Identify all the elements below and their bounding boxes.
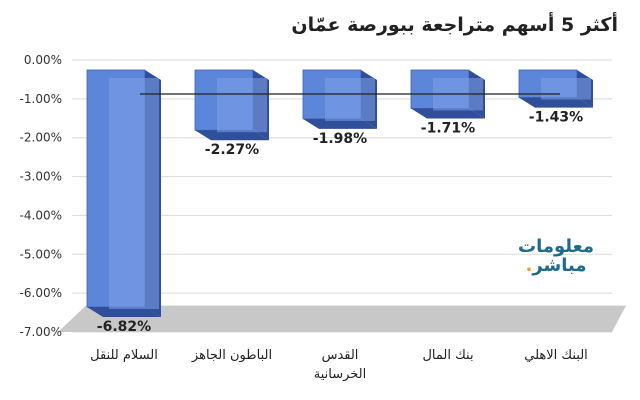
x-tick-label: القدس [322,348,359,363]
watermark-logo: معلومات مباشر. [506,236,606,276]
watermark-line2: مباشر. [506,254,606,276]
floor-plane [58,305,626,332]
bar-bottom-face [195,130,269,141]
bar-bottom-face [519,97,593,108]
x-tick-label: بنك المال [422,348,473,363]
data-label: -1.71% [421,120,475,136]
data-label: -1.98% [313,131,367,147]
bar [194,69,269,141]
bar-highlight [217,78,267,133]
bar [86,69,161,318]
bar-bottom-face [411,108,485,119]
bar-highlight [325,78,375,121]
x-axis: السلام للنقل الباطون الجاهز القدس الخرسانية… [90,348,588,382]
chart-title: أكثر 5 أسهم متراجعة ببورصة عمّان [291,14,618,36]
bar-bottom-face [87,307,161,318]
x-tick-label: السلام للنقل [90,348,158,363]
bar-highlight [109,78,159,310]
data-label: -6.82% [97,319,151,335]
data-label: -1.43% [529,110,583,126]
watermark-line2-text: مباشر [532,254,587,276]
bar-highlight [541,78,591,100]
x-tick-label: الخرسانية [314,367,367,382]
bar [518,69,593,108]
y-tick-label: -4.00% [20,208,62,222]
watermark-line1: معلومات [518,236,594,257]
x-tick-label: الباطون الجاهز [191,348,272,363]
chart-floor [58,305,626,332]
bar [302,69,377,129]
grid-lines [72,59,612,333]
y-tick-label: -5.00% [20,247,62,261]
y-tick-label: -7.00% [20,325,62,339]
x-tick-label: البنك الاهلي [524,348,588,363]
y-tick-label: -1.00% [20,92,62,106]
bar-bottom-face [303,118,377,129]
bars [86,69,593,318]
data-labels: -6.82% -2.27% -1.98% -1.71% -1.43% [97,110,583,335]
y-tick-label: 0.00% [24,53,62,67]
y-axis: 0.00% -1.00% -2.00% -3.00% -4.00% -5.00% -6.00… [20,53,62,339]
y-tick-label: -2.00% [20,131,62,145]
data-label: -2.27% [205,142,259,158]
y-tick-label: -6.00% [20,286,62,300]
watermark-dot: . [525,254,533,276]
y-tick-label: -3.00% [20,170,62,184]
